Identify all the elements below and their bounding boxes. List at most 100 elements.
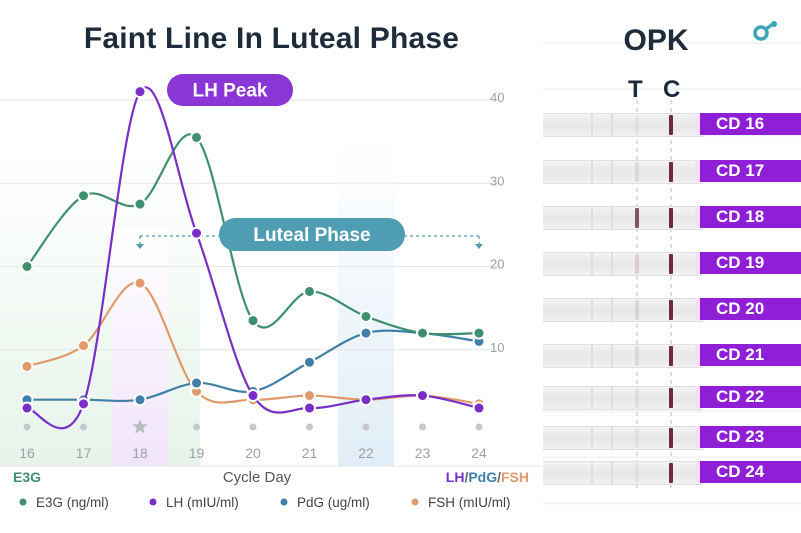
legend-marker <box>411 498 419 506</box>
series-line-e3g <box>26 133 480 336</box>
opk-control-line <box>669 428 673 448</box>
opk-strip-divider <box>611 161 613 183</box>
opk-test-line <box>635 463 639 483</box>
day-marker-dot <box>80 423 87 431</box>
lh-peak-annotation-text: LH Peak <box>193 81 268 102</box>
pdg-rise-band <box>338 140 394 466</box>
opk-test-line <box>635 208 639 228</box>
opk-test-line <box>635 162 639 182</box>
data-point-pdg <box>359 326 373 340</box>
legend-label: E3G (ng/ml) <box>36 495 109 510</box>
opk-strip-divider <box>591 387 593 409</box>
opk-control-line <box>669 254 673 274</box>
data-point-fsh <box>133 276 147 290</box>
opk-cycle-day-tag: CD 22 <box>695 386 801 408</box>
data-point-e3g <box>77 189 90 203</box>
brand-logo-icon <box>753 21 777 41</box>
chart-panel: Faint Line In Luteal Phase 10 20 30 40 LH P… <box>0 22 543 510</box>
data-point-pdg <box>190 376 203 390</box>
opk-strip-body <box>543 252 703 276</box>
day-marker-dot <box>23 423 31 431</box>
opk-strip-divider <box>611 114 613 136</box>
opk-cycle-day-tag: CD 20 <box>695 298 801 320</box>
opk-strip: CD 22 <box>543 386 801 410</box>
opk-strip-divider <box>591 462 593 484</box>
opk-strip-body <box>543 113 703 137</box>
opk-control-line <box>669 463 673 483</box>
opk-test-line <box>635 300 639 320</box>
luteal-phase-annotation-text: Luteal Phase <box>253 225 370 246</box>
opk-strip: CD 21 <box>543 344 801 368</box>
y-tick-label: 10 <box>490 340 504 355</box>
data-point-lh <box>20 401 34 415</box>
data-point-fsh <box>77 339 90 353</box>
x-tick-label: 18 <box>132 445 148 461</box>
data-point-pdg <box>133 393 147 407</box>
opk-test-line <box>635 115 639 135</box>
opk-strip-divider <box>591 345 593 367</box>
legend-label: LH (mIU/ml) <box>166 495 239 510</box>
opk-strip-divider <box>611 207 613 229</box>
opk-strip-body <box>543 298 703 322</box>
data-point-lh <box>246 389 260 403</box>
day-marker-dot <box>193 423 200 431</box>
x-tick-label: 16 <box>19 445 35 461</box>
right-axis-label: LH/PdG/FSH <box>446 469 529 485</box>
opk-strip-body <box>543 461 703 485</box>
data-point-lh <box>190 226 203 240</box>
opk-panel: OPK T C CD 16 CD 17 CD 18 CD 19 CD 20 CD 21 CD… <box>543 0 801 533</box>
x-tick-label: 22 <box>358 445 374 461</box>
day-marker-dot <box>362 423 370 431</box>
opk-test-line <box>635 254 639 274</box>
data-point-fsh <box>20 359 34 373</box>
y-tick-label: 40 <box>490 90 504 105</box>
data-point-e3g <box>416 326 429 340</box>
opk-strip: CD 18 <box>543 206 801 230</box>
opk-strip-divider <box>591 207 593 229</box>
opk-strip: CD 19 <box>543 252 801 276</box>
data-point-e3g <box>20 260 34 273</box>
fertile-window-band <box>0 150 200 466</box>
data-point-e3g <box>303 284 316 298</box>
opk-strip-divider <box>611 462 613 484</box>
opk-strip-divider <box>591 161 593 183</box>
opk-cycle-day-tag: CD 19 <box>695 252 801 274</box>
data-point-lh <box>303 401 316 415</box>
data-point-lh <box>416 389 429 403</box>
test-line-label: T <box>628 76 643 103</box>
day-marker-dot <box>419 423 426 431</box>
opk-control-line <box>669 300 673 320</box>
opk-test-line <box>635 388 639 408</box>
luteal-phase-annotation-pill <box>219 218 405 251</box>
x-tick-label: 24 <box>471 445 487 461</box>
opk-cycle-day-tag: CD 21 <box>695 344 801 366</box>
opk-control-line <box>669 346 673 366</box>
right-axis-label-part: FSH <box>501 469 529 485</box>
opk-cycle-day-tag: CD 18 <box>695 206 801 228</box>
data-point-lh <box>359 393 373 407</box>
x-tick-label: 17 <box>76 445 92 461</box>
day-marker-dot <box>306 423 313 431</box>
opk-strip-divider <box>611 299 613 321</box>
right-axis-label-part: PdG <box>468 469 497 485</box>
opk-strip: CD 17 <box>543 160 801 184</box>
opk-strip-divider <box>611 345 613 367</box>
opk-strip: CD 23 <box>543 426 801 450</box>
opk-cycle-day-tag: CD 24 <box>695 461 801 483</box>
opk-control-line <box>669 115 673 135</box>
opk-strip-divider <box>591 114 593 136</box>
chart-svg: 10 20 30 40 LH Peak Luteal Phase 16 17 18 19 20 21… <box>0 74 543 510</box>
data-point-e3g <box>472 326 486 340</box>
data-point-lh <box>472 401 486 415</box>
opk-cycle-day-tag: CD 17 <box>695 160 801 182</box>
legend-marker <box>149 498 157 506</box>
data-point-e3g <box>246 314 260 328</box>
x-tick-label: 21 <box>302 445 318 461</box>
data-point-fsh <box>303 389 316 403</box>
opk-strip-body <box>543 344 703 368</box>
x-tick-label: 19 <box>189 445 205 461</box>
opk-strip-divider <box>591 427 593 449</box>
opk-strip-body <box>543 426 703 450</box>
lh-surge-band <box>112 230 168 466</box>
x-axis-label: Cycle Day <box>223 469 292 486</box>
